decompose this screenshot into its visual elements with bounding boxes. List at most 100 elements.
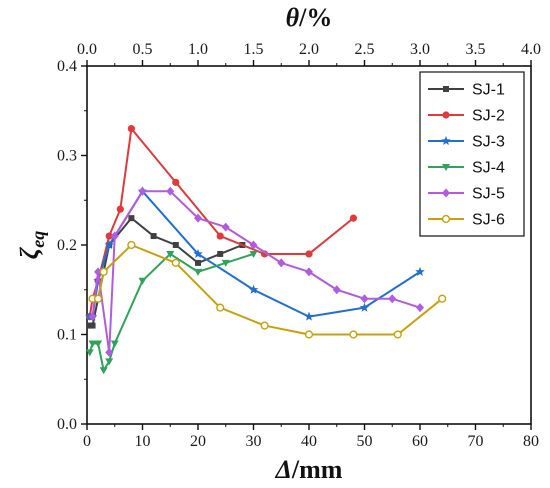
data-point-sj-5 xyxy=(138,186,147,196)
y-tick-label: 0.3 xyxy=(57,148,77,165)
axes: 0 10 20 30 40 50 60 70 80 0.0 0.5 1.0 1.5 2.0 2.5 3.0 3.… xyxy=(57,41,541,450)
data-point-sj-1 xyxy=(217,250,224,257)
top-x-tick-label: 1.0 xyxy=(188,41,208,58)
top-x-tick-label: 4.0 xyxy=(521,41,541,58)
series-sj-4 xyxy=(85,250,258,375)
data-point-sj-1 xyxy=(128,215,135,222)
data-point-sj-6 xyxy=(99,267,108,276)
data-point-sj-1 xyxy=(89,322,96,329)
data-point-sj-6 xyxy=(216,303,225,312)
top-x-tick-label: 0.5 xyxy=(133,41,153,58)
y-axis-label-subscript: eq xyxy=(28,231,48,248)
data-point-sj-6 xyxy=(393,330,402,339)
data-point-sj-4 xyxy=(110,340,119,348)
series-sj-6 xyxy=(88,240,447,339)
y-tick-label: 0.4 xyxy=(57,58,77,75)
data-point-sj-5 xyxy=(105,347,114,357)
legend-marker xyxy=(441,214,451,224)
data-point-sj-5 xyxy=(221,222,230,232)
x-tick-label: 0 xyxy=(83,433,91,450)
data-point-sj-3 xyxy=(415,266,425,276)
data-point-sj-2 xyxy=(305,250,313,258)
data-point-sj-6 xyxy=(171,258,180,268)
legend-marker xyxy=(442,164,450,171)
y-tick-label: 0.1 xyxy=(57,327,77,344)
data-point-sj-1 xyxy=(150,233,157,240)
y-tick-label: 0.0 xyxy=(57,416,77,433)
top-x-axis-label-symbol: θ xyxy=(286,3,300,32)
legend-item-sj-2: SJ-2 xyxy=(428,108,505,125)
top-x-tick-label: 3.5 xyxy=(466,41,486,58)
data-point-sj-2 xyxy=(127,125,135,133)
data-point-sj-4 xyxy=(85,349,94,357)
data-point-sj-4 xyxy=(194,268,202,276)
legend-marker xyxy=(442,188,450,198)
data-point-sj-1 xyxy=(172,242,179,248)
data-point-sj-4 xyxy=(249,250,258,258)
data-point-sj-2 xyxy=(216,232,224,240)
series-line-sj-2 xyxy=(88,127,355,317)
data-point-sj-4 xyxy=(166,250,175,258)
x-tick-label: 40 xyxy=(301,433,317,450)
x-tick-label: 30 xyxy=(246,433,262,450)
y-tick-label: 0.2 xyxy=(57,237,77,254)
data-point-sj-3 xyxy=(93,275,103,285)
legend-label: SJ-6 xyxy=(472,212,505,229)
x-axis-label: Δ/mm xyxy=(275,455,343,484)
data-point-sj-4 xyxy=(99,367,108,375)
top-x-axis-label-unit: /% xyxy=(298,3,332,32)
data-point-sj-5 xyxy=(305,267,313,277)
series-line-sj-1 xyxy=(89,217,243,327)
data-point-sj-2 xyxy=(172,178,180,186)
series-line-sj-6 xyxy=(92,244,443,336)
top-x-axis-label: θ/% xyxy=(286,3,333,32)
data-point-sj-5 xyxy=(110,231,119,241)
data-point-sj-6 xyxy=(127,240,136,250)
data-point-sj-5 xyxy=(332,285,341,295)
data-point-sj-6 xyxy=(438,294,447,303)
data-point-sj-2 xyxy=(349,214,357,222)
x-axis-label-unit: /mm xyxy=(291,455,343,484)
legend-label: SJ-2 xyxy=(472,108,505,125)
data-point-sj-6 xyxy=(260,321,269,330)
data-point-sj-3 xyxy=(304,311,314,321)
data-point-sj-4 xyxy=(105,358,114,366)
data-point-sj-3 xyxy=(193,248,203,258)
data-point-sj-5 xyxy=(194,213,202,223)
data-point-sj-2 xyxy=(116,205,124,213)
data-point-sj-2 xyxy=(105,232,113,240)
data-point-sj-5 xyxy=(277,258,286,268)
data-point-sj-6 xyxy=(349,330,358,339)
x-tick-label: 80 xyxy=(523,433,539,450)
top-x-tick-label: 1.5 xyxy=(244,41,264,58)
data-point-sj-6 xyxy=(304,330,314,339)
legend-item-sj-4: SJ-4 xyxy=(428,160,505,177)
x-tick-label: 70 xyxy=(468,433,484,450)
data-point-sj-4 xyxy=(94,340,103,348)
legend-item-sj-3: SJ-3 xyxy=(428,134,505,151)
series-sj-5 xyxy=(88,186,424,357)
series-line-sj-5 xyxy=(91,190,421,354)
data-point-sj-5 xyxy=(249,240,258,250)
legend-marker xyxy=(442,111,450,119)
data-point-sj-4 xyxy=(221,259,230,267)
top-x-tick-label: 3.0 xyxy=(410,41,430,58)
legend-label: SJ-4 xyxy=(472,160,505,177)
data-point-sj-5 xyxy=(416,303,424,313)
data-point-sj-4 xyxy=(88,340,97,348)
data-point-sj-5 xyxy=(388,294,397,304)
y-axis-label-symbol: ζ xyxy=(15,246,44,259)
data-point-sj-3 xyxy=(359,302,370,312)
legend-label: SJ-1 xyxy=(472,82,505,99)
top-x-tick-label: 0.0 xyxy=(77,41,97,58)
x-tick-label: 50 xyxy=(357,433,373,450)
legend-box xyxy=(419,71,525,237)
top-x-tick-label: 2.0 xyxy=(299,41,319,58)
data-point-sj-3 xyxy=(104,240,114,250)
data-point-sj-3 xyxy=(248,284,259,294)
data-point-sj-5 xyxy=(166,186,175,196)
data-point-sj-6 xyxy=(93,294,103,303)
legend-item-sj-6: SJ-6 xyxy=(428,212,505,229)
